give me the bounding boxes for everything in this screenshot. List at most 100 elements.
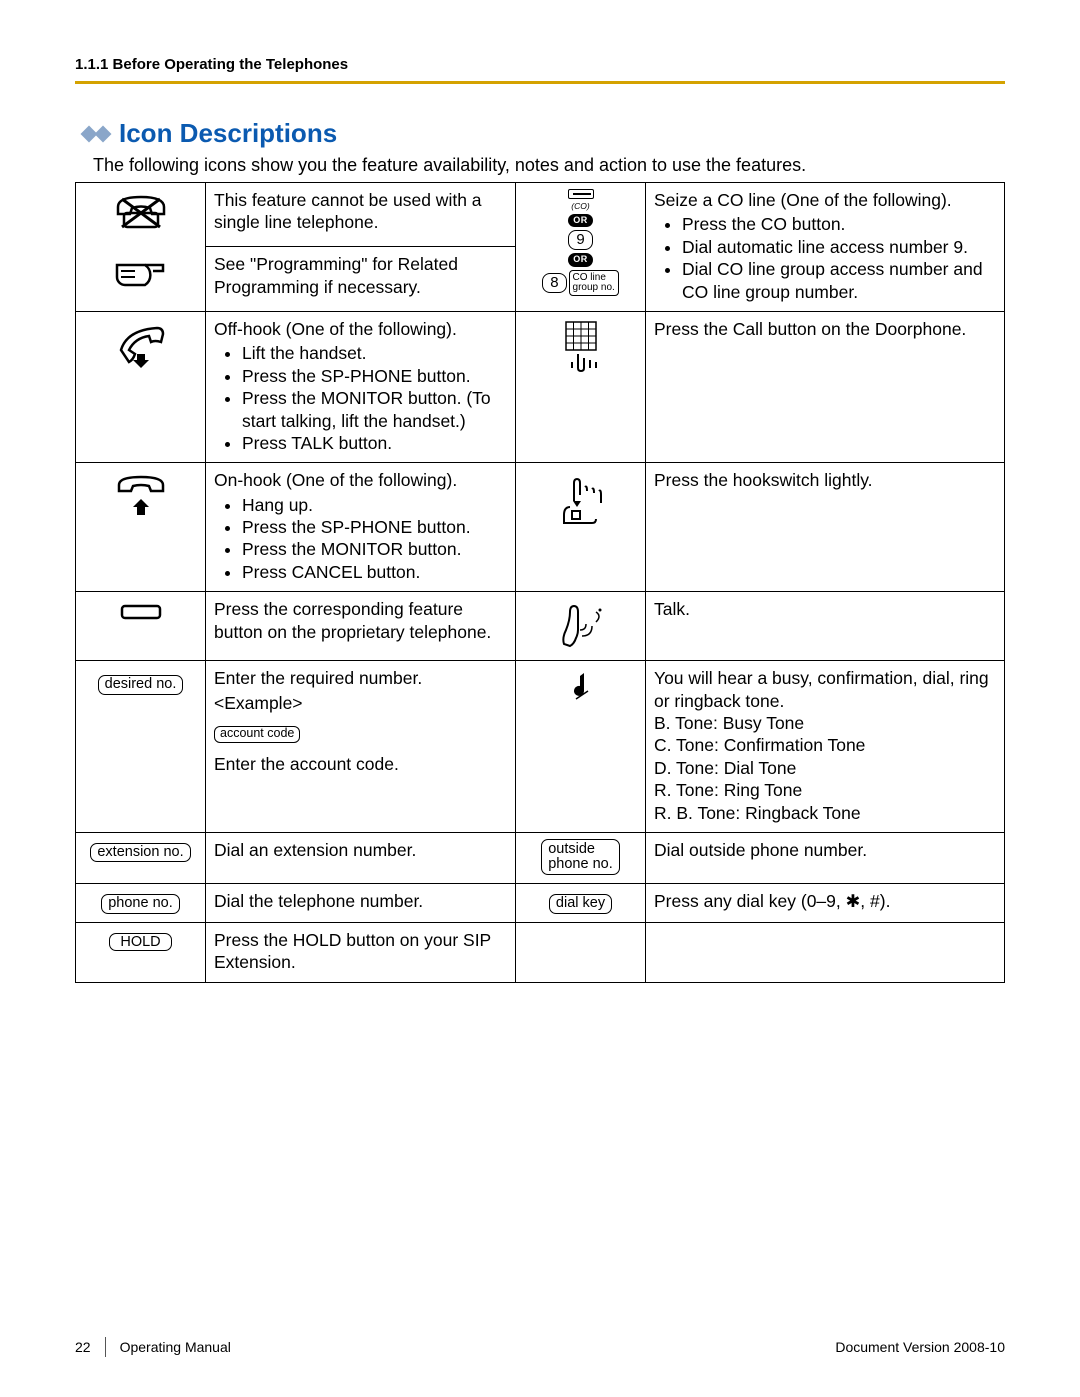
page-footer: 22 Operating Manual Document Version 200…: [75, 1337, 1005, 1357]
page: 1.1.1 Before Operating the Telephones Ic…: [0, 0, 1080, 1397]
list-item: Dial automatic line access number 9.: [682, 236, 996, 258]
pointing-hand-icon: [76, 247, 206, 311]
list-item: Press TALK button.: [242, 432, 507, 454]
co-label: (CO): [571, 202, 589, 211]
desc-lead: Seize a CO line (One of the following).: [654, 189, 996, 211]
desc-cell: Seize a CO line (One of the following). …: [646, 183, 1005, 312]
tone-l3: C. Tone: Confirmation Tone: [654, 734, 996, 756]
desired-no-icon: desired no.: [76, 661, 206, 833]
table-row: extension no. Dial an extension number. …: [76, 832, 1005, 883]
key-9: 9: [568, 230, 592, 250]
tone-l6: R. B. Tone: Ringback Tone: [654, 802, 996, 824]
desc-text: See "Programming" for Related Programmin…: [214, 254, 458, 296]
desc-cell: Press the hookswitch lightly.: [646, 463, 1005, 592]
talk-icon: [516, 592, 646, 661]
badge-account-code: account code: [214, 726, 300, 743]
group-label-l2: group no.: [573, 283, 615, 293]
desc-cell: Press any dial key (0–9, ✱, #).: [646, 884, 1005, 923]
tone-l4: D. Tone: Dial Tone: [654, 757, 996, 779]
extension-no-icon: extension no.: [76, 832, 206, 883]
desc-cell: Dial the telephone number.: [206, 884, 516, 923]
desc-text: Dial the telephone number.: [214, 891, 423, 911]
outside-phone-no-icon: outside phone no.: [516, 832, 646, 883]
desc-text: Enter the account code.: [214, 753, 507, 775]
desc-cell: Talk.: [646, 592, 1005, 661]
desc-cell: Off-hook (One of the following). Lift th…: [206, 311, 516, 462]
desc-text: Talk.: [654, 599, 690, 619]
table-row: On-hook (One of the following). Hang up.…: [76, 463, 1005, 592]
list-item: Press the MONITOR button.: [242, 538, 507, 560]
table-row: Press the corresponding feature button o…: [76, 592, 1005, 661]
list-item: Press the SP-PHONE button.: [242, 516, 507, 538]
empty-desc-cell: [646, 922, 1005, 982]
or-pill: OR: [568, 253, 593, 267]
desc-cell: This feature cannot be used with a singl…: [206, 183, 516, 247]
list-item: Press CANCEL button.: [242, 561, 507, 583]
group-label-box: CO line group no.: [569, 270, 619, 296]
section-heading-row: Icon Descriptions: [83, 118, 1005, 149]
desc-text: This feature cannot be used with a singl…: [214, 190, 482, 232]
desc-text: Press the HOLD button on your SIP Extens…: [214, 930, 491, 972]
desc-text: Press the corresponding feature button o…: [214, 599, 491, 641]
footer-left: 22 Operating Manual: [75, 1337, 231, 1357]
footer-divider: [105, 1337, 106, 1357]
desc-cell: On-hook (One of the following). Hang up.…: [206, 463, 516, 592]
example-label: <Example>: [214, 692, 507, 714]
hookswitch-icon: [516, 463, 646, 592]
desc-lead: Off-hook (One of the following).: [214, 318, 507, 340]
desc-text: Press the hookswitch lightly.: [654, 470, 873, 490]
bullet-list: Hang up. Press the SP-PHONE button. Pres…: [214, 494, 507, 584]
desc-cell: Press the corresponding feature button o…: [206, 592, 516, 661]
intro-text: The following icons show you the feature…: [93, 155, 1005, 176]
desc-text: Dial an extension number.: [214, 840, 416, 860]
desc-text: Press the Call button on the Doorphone.: [654, 319, 966, 339]
phone-crossed-icon: [76, 183, 206, 247]
list-item: Press the SP-PHONE button.: [242, 365, 507, 387]
desc-text: Enter the required number.: [214, 667, 507, 689]
desc-cell: You will hear a busy, confirmation, dial…: [646, 661, 1005, 833]
bullet-list: Lift the handset. Press the SP-PHONE but…: [214, 342, 507, 454]
table-row: This feature cannot be used with a singl…: [76, 183, 1005, 247]
hold-icon: HOLD: [76, 922, 206, 982]
desc-cell: Press the Call button on the Doorphone.: [646, 311, 1005, 462]
desc-text: Dial outside phone number.: [654, 840, 867, 860]
dial-key-icon: dial key: [516, 884, 646, 923]
badge-phone-no: phone no.: [101, 894, 180, 914]
badge-hold: HOLD: [109, 933, 171, 952]
tone-l1: You will hear a busy, confirmation, dial…: [654, 667, 996, 712]
off-hook-icon: [76, 311, 206, 462]
desc-cell: See "Programming" for Related Programmin…: [206, 247, 516, 311]
icon-descriptions-table: This feature cannot be used with a singl…: [75, 182, 1005, 983]
desc-cell: Dial an extension number.: [206, 832, 516, 883]
badge-desired-no: desired no.: [98, 675, 184, 695]
tone-l5: R. Tone: Ring Tone: [654, 779, 996, 801]
badge-outside-phone-no: outside phone no.: [541, 839, 620, 875]
table-row: HOLD Press the HOLD button on your SIP E…: [76, 922, 1005, 982]
table-row: Off-hook (One of the following). Lift th…: [76, 311, 1005, 462]
desc-cell: Dial outside phone number.: [646, 832, 1005, 883]
list-item: Lift the handset.: [242, 342, 507, 364]
section-number-heading: 1.1.1 Before Operating the Telephones: [75, 56, 1005, 73]
table-row: phone no. Dial the telephone number. dia…: [76, 884, 1005, 923]
list-item: Press the MONITOR button. (To start talk…: [242, 387, 507, 432]
bullet-list: Press the CO button. Dial automatic line…: [654, 213, 996, 303]
list-item: Press the CO button.: [682, 213, 996, 235]
badge-dial-key: dial key: [549, 894, 612, 914]
diamond-bullets-icon: [83, 128, 109, 140]
manual-name: Operating Manual: [120, 1339, 231, 1355]
desc-cell: Press the HOLD button on your SIP Extens…: [206, 922, 516, 982]
list-item: Hang up.: [242, 494, 507, 516]
document-version: Document Version 2008-10: [835, 1339, 1005, 1355]
tone-l2: B. Tone: Busy Tone: [654, 712, 996, 734]
badge-extension-no: extension no.: [90, 843, 190, 863]
doorphone-keypad-icon: [516, 311, 646, 462]
page-number: 22: [75, 1339, 91, 1355]
badge-l1: outside: [548, 841, 595, 857]
or-pill: OR: [568, 214, 593, 228]
badge-l2: phone no.: [548, 856, 613, 872]
co-group-box: 8 CO line group no.: [542, 270, 619, 296]
desc-lead: On-hook (One of the following).: [214, 469, 507, 491]
section-heading: Icon Descriptions: [119, 118, 337, 149]
desc-cell: Enter the required number. <Example> acc…: [206, 661, 516, 833]
desc-text: Press any dial key (0–9, ✱, #).: [654, 891, 890, 911]
